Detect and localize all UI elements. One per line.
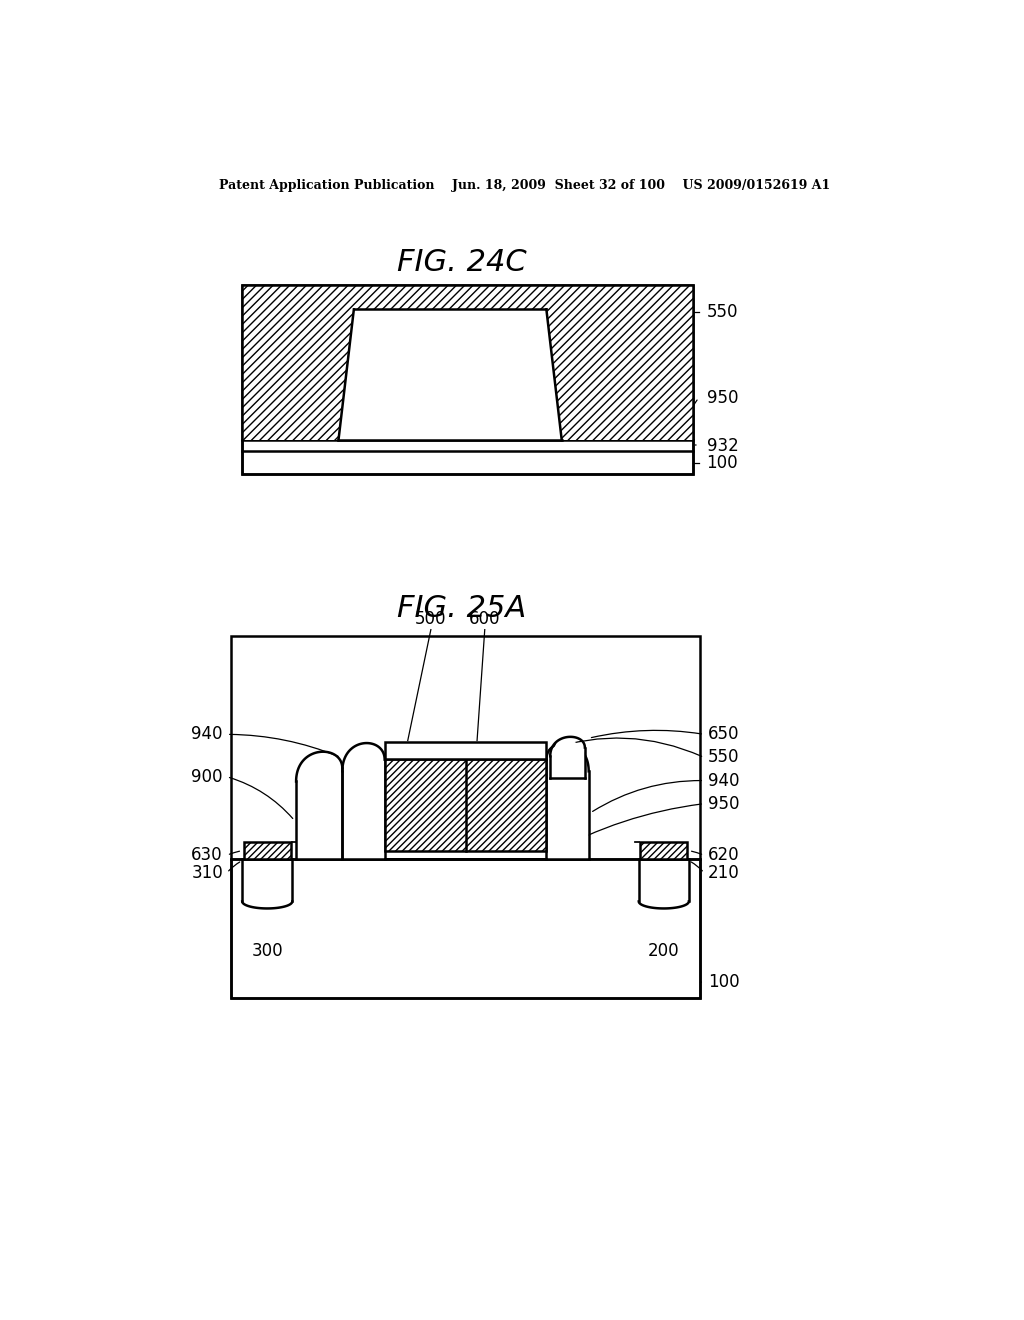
Text: 932: 932 — [707, 437, 738, 454]
Text: 900: 900 — [191, 768, 223, 785]
Bar — [385, 759, 547, 851]
Polygon shape — [550, 734, 585, 779]
Text: 310: 310 — [191, 865, 223, 882]
Bar — [230, 859, 700, 998]
Text: 550: 550 — [708, 748, 739, 767]
Bar — [230, 636, 700, 998]
Bar — [243, 285, 692, 474]
Text: 940: 940 — [708, 772, 739, 789]
Text: 600: 600 — [469, 610, 501, 628]
Text: 950: 950 — [707, 389, 738, 407]
Text: 940: 940 — [191, 726, 223, 743]
Bar — [243, 285, 692, 441]
Text: 500: 500 — [415, 610, 446, 628]
Text: FIG. 24C: FIG. 24C — [397, 248, 526, 277]
Text: FIG. 25A: FIG. 25A — [397, 594, 526, 623]
Polygon shape — [296, 752, 342, 859]
Bar — [243, 285, 692, 474]
Bar — [244, 842, 291, 859]
Text: 100: 100 — [707, 454, 738, 471]
Text: 550: 550 — [707, 304, 738, 321]
Text: 620: 620 — [708, 846, 739, 865]
Text: 630: 630 — [191, 846, 223, 865]
Text: 200: 200 — [648, 942, 680, 961]
Text: Patent Application Publication    Jun. 18, 2009  Sheet 32 of 100    US 2009/0152: Patent Application Publication Jun. 18, … — [219, 178, 830, 191]
Bar — [385, 742, 547, 759]
Polygon shape — [339, 309, 562, 441]
Text: 950: 950 — [708, 795, 739, 813]
Bar — [640, 842, 687, 859]
Polygon shape — [547, 742, 589, 859]
Text: 650: 650 — [708, 726, 739, 743]
Text: 300: 300 — [252, 942, 283, 961]
Polygon shape — [342, 742, 385, 859]
Text: 100: 100 — [708, 973, 739, 991]
Text: 210: 210 — [708, 865, 739, 882]
